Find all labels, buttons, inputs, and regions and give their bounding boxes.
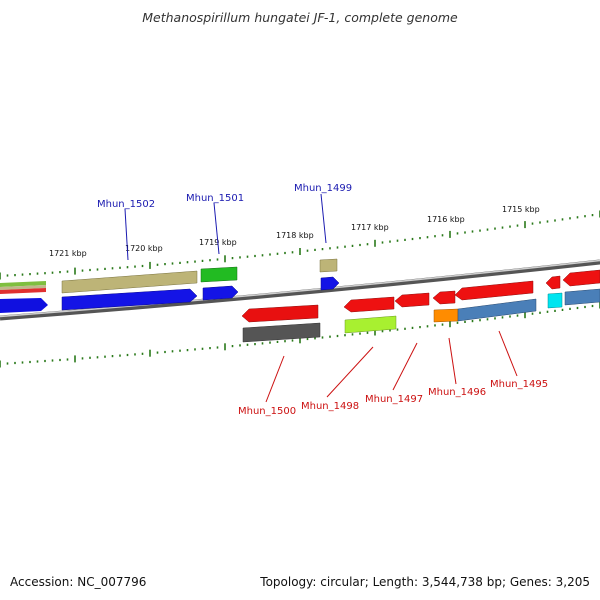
- gene-mhun-1497-block: [394, 292, 430, 308]
- gene-labels: Mhun_1502 Mhun_1501 Mhun_1499 Mhun_1500 …: [97, 183, 548, 417]
- gene-mhun-1499-block: [319, 258, 338, 273]
- orange-block: [433, 308, 459, 323]
- label-mhun-1502: Mhun_1502: [97, 199, 155, 210]
- left-partial-features: [0, 281, 48, 313]
- genome-summary-footer: Topology: circular; Length: 3,544,738 bp…: [260, 575, 590, 589]
- light-green-block: [344, 315, 397, 334]
- scale-label-1721: 1721 kbp: [49, 249, 87, 258]
- genome-title: Methanospirillum hungatei JF-1, complete…: [142, 10, 458, 25]
- gene-mhun-1502-block: [61, 270, 198, 294]
- gene-mhun-1498-block: [343, 296, 395, 313]
- scale-label-1717: 1717 kbp: [351, 223, 389, 232]
- cyan-block: [547, 292, 563, 309]
- gray-block: [242, 322, 321, 343]
- inner-scale-ticks: [0, 301, 600, 368]
- topology-value: circular: [320, 575, 365, 589]
- blue-forward-arrow-2: [202, 285, 239, 301]
- partial-feature-blue-arrow: [0, 298, 48, 313]
- label-mhun-1499: Mhun_1499: [294, 183, 352, 194]
- label-mhun-1496: Mhun_1496: [428, 387, 486, 398]
- topology-label: Topology:: [260, 575, 317, 589]
- steel-blue-block: [457, 298, 537, 322]
- label-mhun-1501: Mhun_1501: [186, 193, 244, 204]
- lower-strand-genes: [241, 269, 600, 343]
- accession-footer: Accession: NC_007796: [10, 575, 146, 589]
- gene-mhun-1500-block: [241, 304, 319, 323]
- accession-label: Accession:: [10, 575, 74, 589]
- edge-steel-blue-block: [564, 288, 600, 306]
- partial-feature-red: [0, 288, 46, 294]
- small-red-arrow: [545, 275, 561, 290]
- gene-mhun-1501-block: [200, 266, 238, 283]
- label-mhun-1500: Mhun_1500: [238, 406, 296, 417]
- scale-labels: 1721 kbp 1720 kbp 1719 kbp 1718 kbp 1717…: [49, 205, 540, 258]
- label-mhun-1498: Mhun_1498: [301, 401, 359, 412]
- length-value: 3,544,738 bp: [421, 575, 502, 589]
- scale-label-1715: 1715 kbp: [502, 205, 540, 214]
- label-mhun-1497: Mhun_1497: [365, 394, 423, 405]
- gene-mhun-1495-block: [454, 280, 534, 301]
- scale-label-1718: 1718 kbp: [276, 231, 314, 240]
- label-mhun-1495: Mhun_1495: [490, 379, 548, 390]
- genes-value: 3,205: [555, 575, 590, 589]
- upper-strand-genes: [61, 258, 340, 311]
- genes-label: Genes:: [509, 575, 552, 589]
- gene-mhun-1496-block: [432, 290, 456, 305]
- genome-backbone: [0, 259, 600, 321]
- outer-scale-ticks: [0, 210, 600, 280]
- blue-forward-arrow-3: [320, 276, 340, 291]
- scale-label-1720: 1720 kbp: [125, 244, 163, 253]
- length-label: Length:: [372, 575, 419, 589]
- edge-red-arrow: [562, 269, 600, 287]
- accession-value: NC_007796: [77, 575, 147, 589]
- scale-label-1716: 1716 kbp: [427, 215, 465, 224]
- partial-feature-khaki: [0, 285, 46, 290]
- blue-forward-arrow: [61, 288, 198, 311]
